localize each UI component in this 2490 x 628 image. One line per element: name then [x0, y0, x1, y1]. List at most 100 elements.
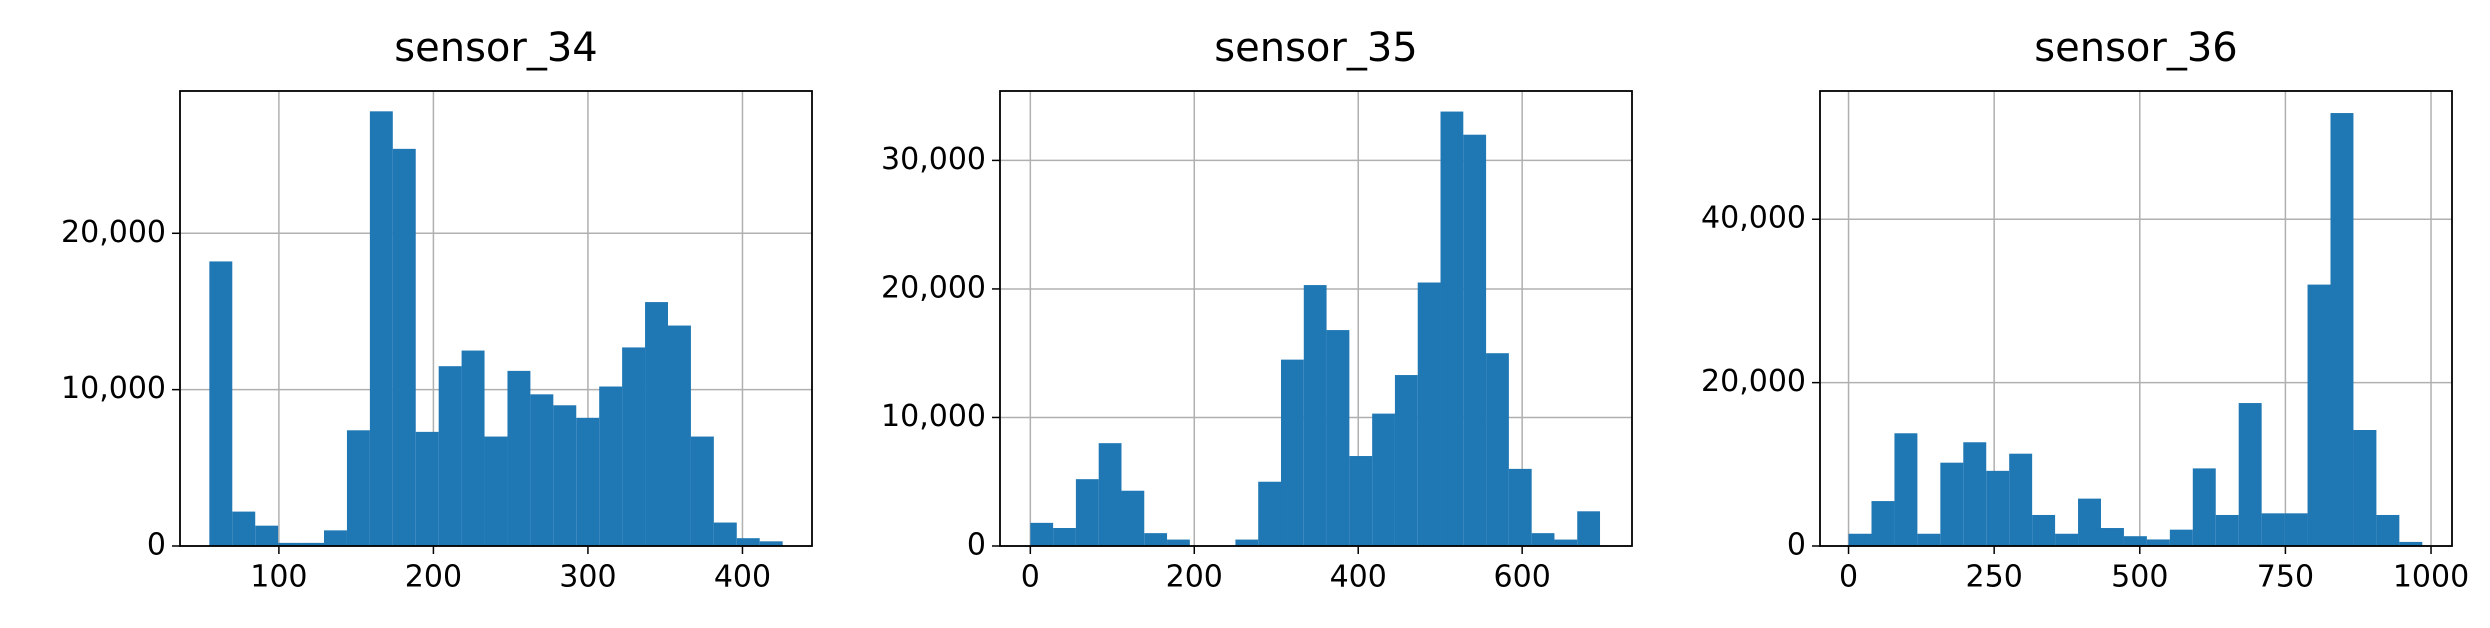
y-tick-label: 40,000 [1701, 201, 1806, 236]
bar [2399, 541, 2423, 546]
bar [1372, 413, 1395, 546]
bar [2238, 403, 2262, 546]
bar [415, 431, 439, 546]
bar [2192, 468, 2216, 546]
bar [507, 370, 531, 546]
bar [2169, 529, 2193, 546]
y-tick-label: 0 [147, 528, 166, 563]
bar [2032, 514, 2056, 546]
bar [1258, 481, 1281, 546]
subplot: sensor_36 0 250 500 750 1000 0 20,000 40,000 [1701, 25, 2469, 595]
bar [438, 366, 462, 546]
y-tick-label: 10,000 [881, 399, 986, 434]
bar [1894, 433, 1918, 546]
x-tick-label: 500 [2111, 560, 2168, 595]
bar [713, 522, 737, 546]
bar [576, 417, 600, 546]
x-tick-label: 1000 [2393, 560, 2469, 595]
bar [2330, 113, 2354, 546]
subplot-title: sensor_35 [1214, 25, 1417, 71]
bar [1486, 353, 1509, 546]
bar [1121, 490, 1145, 546]
bar [1963, 442, 1987, 546]
bar [2123, 536, 2147, 546]
bar [346, 430, 370, 546]
bar [2307, 284, 2331, 546]
bar [2376, 514, 2400, 546]
bar [324, 530, 347, 546]
x-tick-label: 400 [714, 560, 771, 595]
x-tick-label: 600 [1494, 560, 1551, 595]
bar [1098, 443, 1122, 546]
x-tick-label: 100 [250, 560, 307, 595]
bar [1986, 470, 2010, 546]
bar [1531, 533, 1555, 546]
bar [1417, 282, 1441, 546]
x-tick-label: 400 [1330, 560, 1387, 595]
y-tick-label: 20,000 [61, 215, 166, 250]
bar [1848, 533, 1872, 546]
bar [667, 325, 691, 546]
bar [209, 261, 233, 546]
bar [2146, 539, 2170, 546]
bar [232, 511, 256, 546]
bar [1917, 533, 1941, 546]
bar [1577, 511, 1601, 546]
bar [1463, 134, 1487, 546]
bar [2009, 453, 2033, 546]
bar [2215, 514, 2239, 546]
bar [1349, 456, 1373, 546]
y-tick-label: 0 [967, 528, 986, 563]
y-tick-label: 10,000 [61, 371, 166, 406]
y-tick-label: 30,000 [881, 142, 986, 177]
y-tick-label: 20,000 [881, 270, 986, 305]
bar [1053, 528, 1076, 546]
bar [1871, 501, 1895, 546]
bar [461, 350, 485, 546]
bar [1326, 330, 1350, 546]
bar [645, 302, 668, 546]
bar [690, 436, 714, 546]
y-tick-label: 20,000 [1701, 364, 1806, 399]
subplot: sensor_34 100 200 300 400 0 10,000 20,000 [61, 25, 813, 595]
bar [392, 148, 416, 546]
bar [1440, 111, 1464, 546]
bar [759, 541, 783, 546]
bar [1075, 479, 1099, 546]
bar [736, 538, 760, 546]
bar [2055, 533, 2079, 546]
bar [1940, 462, 1964, 546]
bar [1144, 533, 1168, 546]
x-tick-label: 200 [1166, 560, 1223, 595]
x-tick-label: 250 [1966, 560, 2023, 595]
x-tick-label: 0 [1839, 560, 1858, 595]
bar [599, 386, 623, 546]
subplot-title: sensor_34 [394, 25, 597, 71]
x-tick-label: 300 [559, 560, 616, 595]
x-tick-label: 750 [2257, 560, 2314, 595]
x-tick-label: 200 [405, 560, 462, 595]
bar [530, 394, 554, 546]
bar [1167, 539, 1190, 546]
bar [622, 347, 646, 546]
bar [1303, 285, 1327, 546]
bar [255, 525, 279, 546]
axes-frame [1819, 90, 2453, 547]
bar [1030, 522, 1054, 546]
axes-frame [179, 90, 813, 547]
bar [484, 436, 508, 546]
bar [2078, 498, 2101, 546]
bar [369, 111, 393, 546]
y-tick-label: 0 [1787, 528, 1806, 563]
bar [1235, 539, 1259, 546]
bar [301, 542, 325, 546]
bar [2261, 513, 2285, 546]
bar [2353, 430, 2377, 546]
bar [1280, 359, 1304, 546]
bar [553, 405, 577, 546]
bar [1508, 468, 1532, 546]
bar [2100, 528, 2124, 546]
axes-frame [999, 90, 1633, 547]
bar [2284, 513, 2308, 546]
